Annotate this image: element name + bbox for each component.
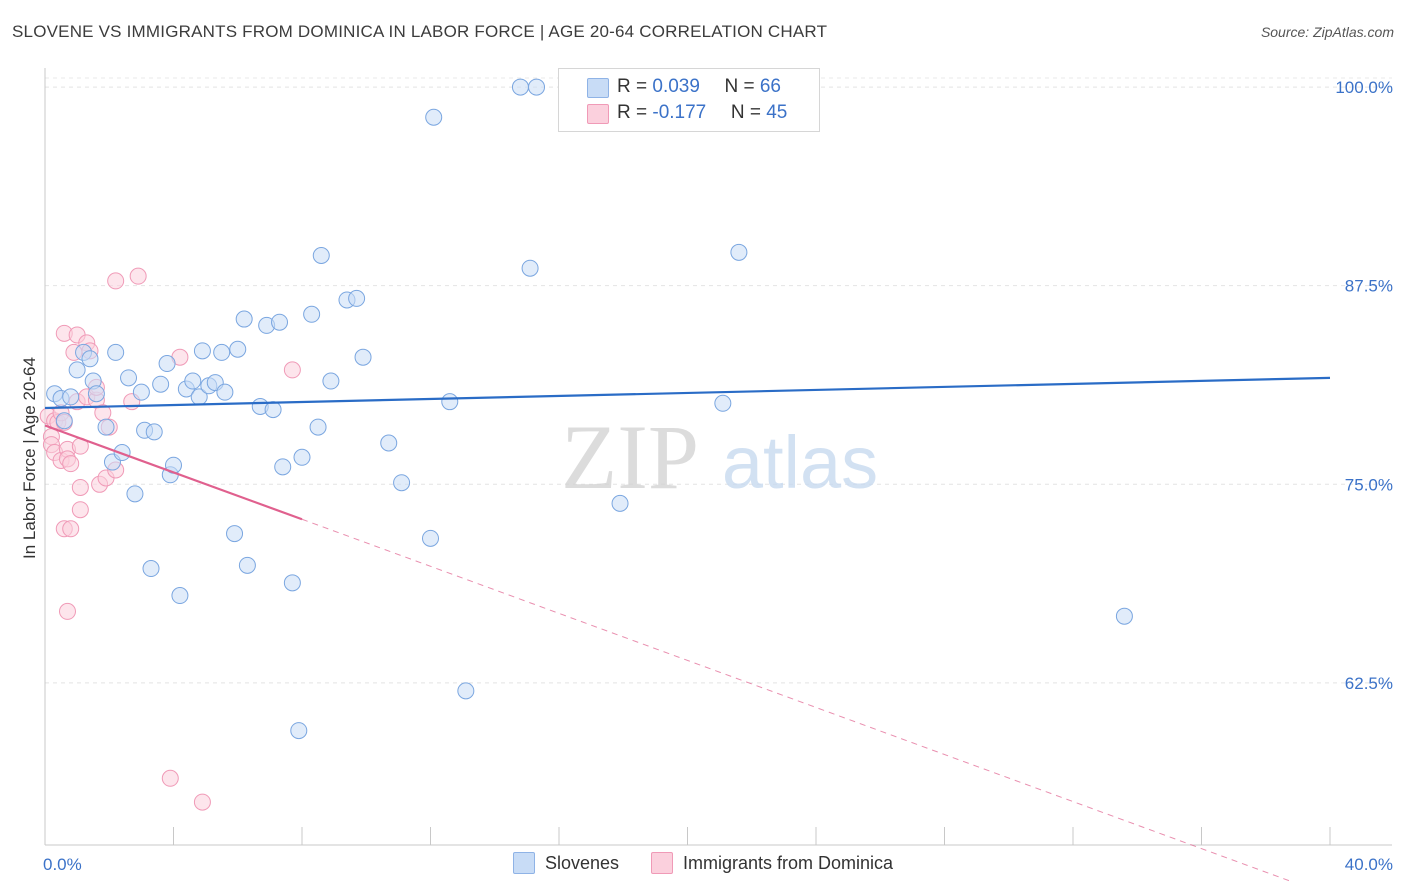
slovenes-trend-line [44,376,1331,410]
y-tick-label: 75.0% [1345,475,1393,494]
x-tick-label: 0.0% [43,855,82,874]
legend-blue-swatch [587,78,609,98]
slovenes-point [152,375,170,393]
slovenes-point [107,343,125,361]
slovenes-point [309,418,327,436]
slovenes-point [81,350,99,368]
slovenes-point [229,340,247,358]
legend-row-dominica: R = -0.177 N = 45 [617,102,787,124]
legend-item-slovenes: Slovenes [512,852,619,874]
slovenes-point [293,448,311,466]
slovenes-point [120,369,138,387]
slovenes-point [62,388,80,406]
slovenes-point [132,383,150,401]
source-label: Source: ZipAtlas.com [1260,24,1394,40]
dominica-point [161,769,179,787]
slovenes-point [87,385,105,403]
dominica-point [62,455,80,473]
slovenes-point [226,525,244,543]
slovenes-point [322,372,340,390]
dominica-point [193,793,211,811]
slovenes-point [283,574,301,592]
correlation-legend: R = 0.039 N = 66 R = -0.177 N = 45 [558,68,820,132]
slovenes-point [425,108,443,126]
slovenes-point [422,529,439,547]
legend-r-label: R = [617,76,653,97]
y-tick-label: 87.5% [1345,277,1393,296]
legend-item-dominica: Immigrants from Dominica [651,852,893,874]
slovenes-point [380,434,398,452]
axes [44,68,1392,846]
tick-labels: 62.5% 75.0% 87.5% 100.0% 0.0% 40.0% [43,78,1393,874]
slovenes-point [264,401,282,419]
legend-n-label: N = [724,76,760,97]
series-legend: Slovenes Immigrants from Dominica [0,852,1406,874]
slovenes-point [730,243,748,261]
legend-n-value: 45 [766,102,788,123]
dominica-point [71,478,89,496]
slovenes-point [511,78,529,96]
dominica-point [58,602,76,620]
dominica-trend-line [44,424,303,521]
chart-title: SLOVENE VS IMMIGRANTS FROM DOMINICA IN L… [12,22,828,41]
dominica-swatch [651,852,673,874]
dominica-point [62,520,80,538]
slovenes-point [97,418,115,436]
legend-r-value: 0.039 [652,76,700,97]
slovenes-point [714,394,732,412]
watermark-atlas: atlas [722,421,878,504]
series-slovenes-points [46,78,1133,740]
trend-lines [44,376,1331,883]
legend-n-label: N = [730,102,767,123]
slovenes-point [238,556,256,574]
dominica-point [129,267,147,285]
legend-r-value: -0.177 [652,102,707,123]
slovenes-point [348,289,366,307]
slovenes-point [393,474,411,492]
slovenes-point [1115,607,1133,625]
y-axis-label: In Labor Force | Age 20-64 [20,357,39,559]
slovenes-point [158,355,176,373]
legend-r-label: R = [617,102,653,123]
slovenes-point [235,310,253,328]
dominica-label: Immigrants from Dominica [683,852,894,873]
slovenes-point [611,494,629,512]
slovenes-point [290,722,308,740]
slovenes-point [354,348,372,366]
slovenes-point [68,361,86,379]
slovenes-point [441,393,459,411]
slovenes-point [216,383,234,401]
slovenes-point [521,259,539,277]
slovenes-point [193,342,211,360]
legend-n-value: 66 [759,76,781,97]
legend-pink-swatch [587,104,609,124]
dominica-point [107,272,125,290]
slovenes-point [528,78,546,96]
slovenes-point [274,458,292,476]
slovenes-point [312,246,330,264]
slovenes-point [55,412,73,430]
slovenes-point [271,313,289,331]
slovenes-point [303,305,321,323]
watermark-zip: ZIP [561,406,699,508]
legend-row-slovenes: R = 0.039 N = 66 [617,76,781,98]
slovenes-point [184,372,202,390]
slovenes-point [142,560,160,578]
dominica-trend-extension [301,518,1292,883]
dominica-point [283,361,301,379]
slovenes-point [145,423,163,441]
slovenes-point [457,682,475,700]
y-tick-label: 62.5% [1345,674,1393,693]
x-tick-label: 40.0% [1345,855,1393,874]
slovenes-point [126,485,144,503]
dominica-point [71,501,89,519]
slovenes-point [171,587,189,605]
slovenes-point [213,343,231,361]
y-tick-label: 100.0% [1335,78,1393,97]
slovenes-label: Slovenes [544,852,619,873]
slovenes-swatch [512,852,535,874]
